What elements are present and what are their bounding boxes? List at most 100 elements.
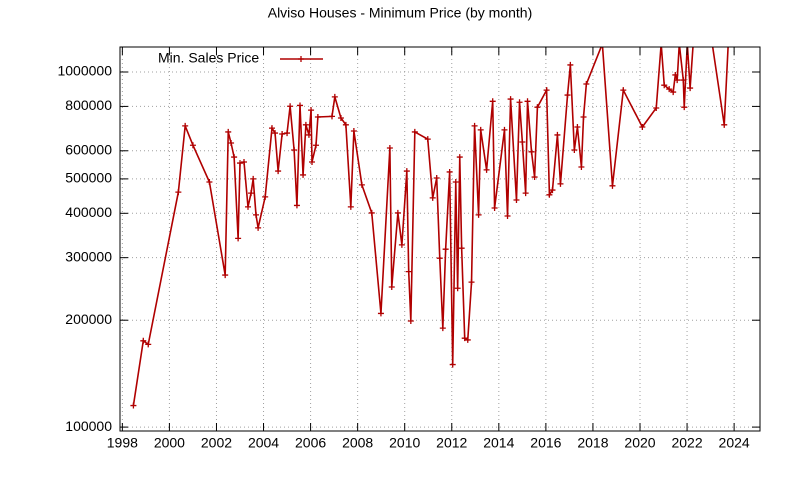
point [262,193,269,200]
x-tick-label: 2008 [342,435,373,451]
point [504,213,511,220]
x-tick-label: 2002 [201,435,232,451]
y-tick-label: 200000 [65,311,112,327]
point [574,124,581,131]
x-tick-label: 2014 [483,435,514,451]
point [248,190,255,197]
x-tick-label: 2000 [154,435,185,451]
point [398,241,405,248]
point [337,115,344,122]
point [653,104,660,111]
point [253,211,259,218]
point [639,124,646,131]
point [661,82,668,89]
point [429,194,436,201]
point [329,113,335,120]
point [182,122,189,129]
point [522,190,529,197]
point [501,126,508,133]
point [284,130,291,137]
point [567,61,574,68]
x-tick-label: 2024 [719,435,750,451]
point [534,104,541,111]
point [580,113,587,120]
point [528,148,535,155]
point [475,211,482,218]
point [507,96,514,103]
point [439,325,446,332]
point [461,335,468,342]
point [250,175,257,182]
point [175,189,182,196]
point [145,341,152,348]
point [681,104,688,111]
y-tick-label: 100000 [65,418,112,434]
point [571,147,578,154]
y-tick-label: 300000 [65,248,112,264]
point [331,93,338,100]
point [302,121,309,128]
point [578,164,585,171]
point [228,140,235,147]
point [687,85,694,92]
x-tick-label: 2004 [248,435,279,451]
point [347,203,354,210]
x-tick-label: 2020 [624,435,655,451]
point [130,402,137,409]
x-tick-label: 2022 [671,435,702,451]
legend-label: Min. Sales Price [158,50,259,66]
point [709,41,715,47]
point [599,41,605,47]
point [313,142,319,149]
point [206,179,213,186]
point [456,154,463,161]
point [358,181,365,188]
point [377,310,384,317]
point [524,98,531,105]
point [458,245,465,252]
point [424,136,431,143]
point [388,284,395,291]
y-tick-label: 1000000 [57,63,112,79]
point [464,336,471,343]
point [471,122,478,129]
point [725,41,731,47]
point [394,209,401,216]
point [235,235,242,242]
point [305,131,312,138]
point [436,255,443,262]
point [291,147,298,154]
y-tick-label: 400000 [65,204,112,220]
point [684,41,690,47]
point [446,168,453,175]
point [403,168,410,175]
y-tick-label: 500000 [65,170,112,186]
point [275,168,282,175]
point [543,87,550,94]
point [368,209,375,216]
point [483,166,490,173]
x-tick-label: 2016 [530,435,561,451]
point [674,77,681,84]
point [557,180,564,187]
point [546,191,553,198]
x-tick-label: 2010 [389,435,420,451]
point [189,142,196,149]
point [231,154,238,161]
point [386,144,393,151]
point [300,171,307,178]
x-tick-label: 2012 [436,435,467,451]
point [531,174,538,181]
point [721,121,728,128]
point [449,361,456,368]
point [690,41,696,47]
x-tick-label: 2006 [295,435,326,451]
point [680,77,687,84]
point [245,203,251,210]
point [298,56,304,62]
point [491,205,498,212]
point [516,99,523,106]
point [489,98,496,105]
point [405,268,412,275]
point [672,71,679,78]
